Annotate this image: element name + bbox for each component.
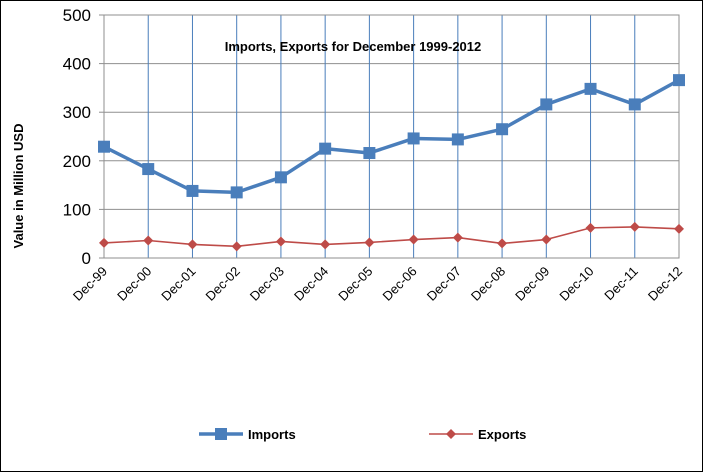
- legend-label: Exports: [478, 427, 526, 442]
- x-tick-label: Dec-05: [335, 264, 375, 304]
- legend-diamond-marker: [446, 429, 456, 439]
- data-point-exports: [187, 239, 198, 250]
- x-tick-label: Dec-10: [556, 264, 596, 304]
- data-point-exports: [541, 234, 552, 245]
- series-layer: [98, 74, 685, 252]
- x-tick-label: Dec-02: [203, 264, 243, 304]
- data-point-imports: [673, 74, 685, 87]
- y-tick-label: 400: [63, 55, 91, 74]
- data-point-imports: [230, 186, 243, 199]
- data-point-imports: [319, 142, 332, 155]
- chart-title: Imports, Exports for December 1999-2012: [225, 39, 482, 54]
- data-point-exports: [497, 238, 508, 249]
- data-point-imports: [186, 184, 199, 197]
- legend-square-marker: [215, 428, 227, 440]
- y-tick-label: 0: [82, 249, 91, 268]
- series-line-imports: [103, 78, 680, 195]
- x-tick-label: Dec-04: [291, 264, 331, 304]
- data-point-imports: [584, 82, 597, 95]
- data-point-exports: [585, 222, 596, 233]
- data-point-imports: [496, 123, 509, 136]
- data-point-imports: [540, 98, 553, 111]
- data-point-exports: [674, 223, 684, 234]
- data-point-imports: [274, 171, 287, 184]
- y-axis-label: Value in Million USD: [11, 124, 26, 249]
- data-point-exports: [452, 232, 463, 243]
- data-point-exports: [143, 235, 154, 246]
- data-point-exports: [320, 239, 331, 250]
- data-point-imports: [451, 133, 464, 146]
- x-tick-label: Dec-07: [424, 264, 464, 304]
- x-tick-label: Dec-08: [468, 264, 508, 304]
- y-tick-label: 300: [63, 103, 91, 122]
- data-point-imports: [628, 98, 641, 111]
- series-line-exports: [103, 226, 680, 248]
- legend: Imports Exports: [199, 427, 526, 442]
- data-point-exports: [231, 241, 242, 252]
- y-axis-ticks: 0 100 200 300 400 500: [63, 6, 104, 268]
- x-tick-label: Dec-99: [70, 264, 110, 304]
- y-tick-label: 500: [63, 6, 91, 25]
- data-point-imports: [142, 163, 155, 176]
- data-point-imports: [363, 147, 376, 160]
- legend-label: Imports: [248, 427, 296, 442]
- data-point-imports: [98, 140, 110, 153]
- data-point-exports: [275, 236, 286, 247]
- x-tick-label: Dec-09: [512, 264, 552, 304]
- data-point-exports: [629, 221, 640, 232]
- y-tick-label: 200: [63, 152, 91, 171]
- x-tick-label: Dec-01: [158, 264, 198, 304]
- x-axis-ticks: Dec-99 Dec-00 Dec-01 Dec-02 Dec-03 Dec-04 Dec-…: [70, 264, 685, 304]
- data-point-exports: [99, 237, 109, 248]
- data-point-exports: [364, 237, 375, 248]
- data-point-exports: [408, 234, 419, 245]
- x-tick-label: Dec-12: [645, 264, 685, 304]
- x-tick-label: Dec-11: [601, 264, 641, 304]
- data-point-imports: [407, 132, 420, 145]
- x-tick-label: Dec-03: [247, 264, 287, 304]
- x-tick-label: Dec-06: [379, 264, 419, 304]
- x-tick-label: Dec-00: [114, 264, 154, 304]
- plot-area-border: [103, 14, 680, 259]
- y-tick-label: 100: [63, 200, 91, 219]
